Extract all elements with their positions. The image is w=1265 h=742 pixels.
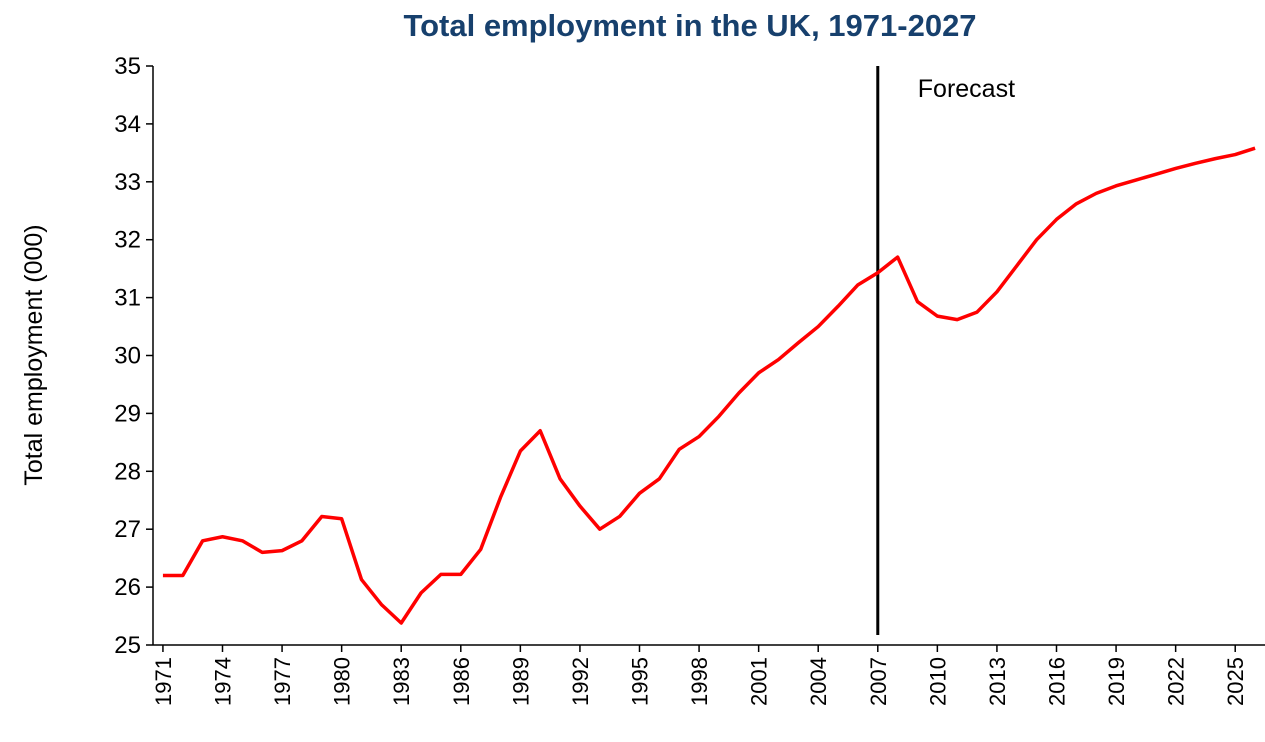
x-tick-label: 1992 <box>568 657 593 706</box>
annotation: Forecast <box>918 75 1015 103</box>
y-tick-label: 34 <box>114 111 141 138</box>
chart-title: Total employment in the UK, 1971-2027 <box>403 8 976 43</box>
x-tick-label: 2007 <box>866 657 891 706</box>
x-tick-label: 2022 <box>1164 657 1189 706</box>
y-tick-label: 26 <box>114 574 141 601</box>
x-tick-label: 1989 <box>508 657 533 706</box>
y-tick-label: 28 <box>114 458 141 485</box>
y-tick-label: 33 <box>114 169 141 196</box>
y-tick-label: 25 <box>114 632 141 659</box>
x-tick-label: 1980 <box>330 657 355 706</box>
x-tick-label: 2016 <box>1045 657 1070 706</box>
x-tick-label: 1986 <box>449 657 474 706</box>
x-tick-label: 1974 <box>211 657 236 706</box>
x-tick-label: 1971 <box>151 657 176 706</box>
y-tick-label: 31 <box>114 285 141 312</box>
x-tick-label: 2019 <box>1104 657 1129 706</box>
x-tick-label: 2004 <box>806 657 831 706</box>
x-tick-label: 1977 <box>270 657 295 706</box>
y-tick-label: 27 <box>114 516 141 543</box>
y-tick-label: 35 <box>114 53 141 80</box>
x-tick-label: 2001 <box>747 657 772 706</box>
x-tick-label: 1998 <box>687 657 712 706</box>
x-tick-label: 2025 <box>1223 657 1248 706</box>
x-tick-label: 2013 <box>985 657 1010 706</box>
y-axis-label: Total employment (000) <box>20 224 48 485</box>
y-tick-label: 30 <box>114 343 141 370</box>
x-tick-label: 1995 <box>628 657 653 706</box>
y-tick-label: 29 <box>114 400 141 427</box>
x-tick-label: 1983 <box>389 657 414 706</box>
data-line <box>162 146 1256 625</box>
y-tick-label: 32 <box>114 227 141 254</box>
x-tick-label: 2010 <box>925 657 950 706</box>
